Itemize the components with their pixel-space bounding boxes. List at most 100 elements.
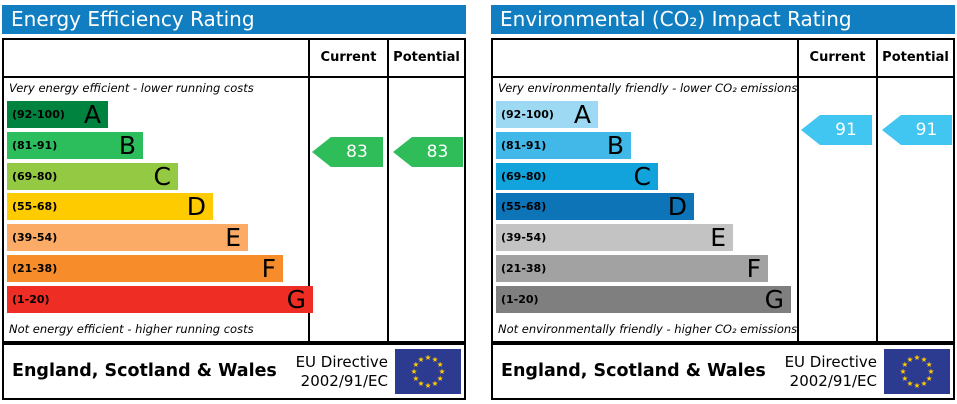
band-c: (69-80) C	[7, 163, 178, 190]
eu-star-icon: ★	[418, 379, 425, 388]
current-rating-value: 91	[820, 115, 872, 145]
eu-star-icon: ★	[437, 374, 444, 383]
eu-star-icon: ★	[926, 360, 933, 369]
eu-star-icon: ★	[907, 355, 914, 364]
band-range-label: (92-100)	[501, 108, 554, 121]
panel-title: Energy Efficiency Rating	[2, 5, 466, 34]
eu-flag-icon: ★ ★★★★★★★★★★★	[395, 349, 461, 394]
column-divider	[308, 40, 310, 341]
eu-flag-icon: ★ ★★★★★★★★★★★	[884, 349, 950, 394]
column-divider	[876, 40, 878, 341]
eu-directive-line1: EU Directive	[784, 352, 877, 371]
band-range-label: (81-91)	[501, 139, 547, 152]
potential-column-header: Potential	[882, 50, 949, 65]
band-letter: A	[573, 100, 591, 129]
eu-directive-line1: EU Directive	[295, 352, 388, 371]
band-letter: F	[261, 254, 276, 283]
band-letter: G	[286, 285, 306, 314]
energy-efficiency-panel: Energy Efficiency Rating Current Potenti…	[2, 5, 466, 400]
arrow-left-point-icon	[312, 137, 331, 167]
band-range-label: (39-54)	[501, 231, 547, 244]
band-range-label: (69-80)	[501, 170, 547, 183]
eu-directive-line2: 2002/91/EC	[789, 371, 877, 390]
band-letter: C	[633, 162, 651, 191]
column-divider	[797, 40, 799, 341]
band-letter: A	[83, 100, 101, 129]
band-range-label: (39-54)	[12, 231, 58, 244]
eu-star-icon: ★	[425, 381, 432, 390]
eu-star-icon: ★	[437, 360, 444, 369]
eu-star-icon: ★	[411, 367, 418, 376]
top-caption: Very energy efficient - lower running co…	[9, 81, 254, 95]
band-range-label: (55-68)	[12, 200, 58, 213]
band-letter: D	[186, 192, 206, 221]
band-range-label: (21-38)	[12, 262, 58, 275]
eu-star-icon: ★	[928, 367, 935, 376]
column-divider	[387, 40, 389, 341]
band-range-label: (1-20)	[501, 293, 539, 306]
potential-rating-value: 83	[412, 137, 463, 167]
band-f: (21-38) F	[496, 255, 768, 282]
band-range-label: (69-80)	[12, 170, 58, 183]
eu-star-icon: ★	[418, 355, 425, 364]
potential-rating-arrow: 83	[393, 137, 463, 167]
band-b: (81-91) B	[496, 132, 631, 159]
arrow-left-point-icon	[801, 115, 820, 145]
eu-star-icon: ★	[432, 355, 439, 364]
band-letter: C	[153, 162, 171, 191]
table-header-divider	[4, 76, 464, 78]
eu-star-icon: ★	[900, 367, 907, 376]
eu-star-icon: ★	[413, 360, 420, 369]
band-a: (92-100) A	[496, 101, 598, 128]
band-letter: E	[225, 223, 241, 252]
eu-star-icon: ★	[907, 379, 914, 388]
region-label: England, Scotland & Wales	[501, 361, 766, 381]
band-e: (39-54) E	[496, 224, 733, 251]
eu-star-icon: ★	[439, 367, 446, 376]
band-a: (92-100) A	[7, 101, 108, 128]
panel-footer: England, Scotland & Wales EU Directive 2…	[2, 343, 466, 400]
band-c: (69-80) C	[496, 163, 658, 190]
rating-table: Current Potential Very energy efficient …	[2, 38, 466, 343]
panel-footer: England, Scotland & Wales EU Directive 2…	[491, 343, 955, 400]
band-g: (1-20) G	[496, 286, 791, 313]
band-range-label: (1-20)	[12, 293, 50, 306]
band-b: (81-91) B	[7, 132, 143, 159]
bottom-caption: Not environmentally friendly - higher CO…	[498, 322, 798, 336]
band-range-label: (92-100)	[12, 108, 65, 121]
eu-directive-label: EU Directive 2002/91/EC	[785, 353, 877, 391]
eu-star-icon: ★	[425, 353, 432, 362]
eu-star-icon: ★	[413, 374, 420, 383]
potential-column-header: Potential	[393, 50, 460, 65]
current-rating-value: 83	[331, 137, 383, 167]
band-letter: E	[710, 223, 726, 252]
eu-star-icon: ★	[914, 381, 921, 390]
band-d: (55-68) D	[7, 193, 213, 220]
band-letter: F	[746, 254, 761, 283]
current-rating-arrow: 91	[801, 115, 872, 145]
band-g: (1-20) G	[7, 286, 313, 313]
region-label: England, Scotland & Wales	[12, 361, 277, 381]
potential-rating-arrow: 91	[882, 115, 952, 145]
bottom-caption: Not energy efficient - higher running co…	[9, 322, 254, 336]
current-rating-arrow: 83	[312, 137, 383, 167]
eu-star-icon: ★	[432, 379, 439, 388]
eu-star-icon: ★	[902, 374, 909, 383]
rating-table: Current Potential Very environmentally f…	[491, 38, 955, 343]
eu-directive-label: EU Directive 2002/91/EC	[296, 353, 388, 391]
co2-impact-panel: Environmental (CO₂) Impact Rating Curren…	[491, 5, 955, 400]
current-column-header: Current	[809, 50, 866, 65]
band-letter: D	[667, 192, 687, 221]
eu-star-icon: ★	[921, 355, 928, 364]
arrow-left-point-icon	[882, 115, 901, 145]
eu-star-icon: ★	[921, 379, 928, 388]
potential-rating-value: 91	[901, 115, 952, 145]
table-header-divider	[493, 76, 953, 78]
panel-title: Environmental (CO₂) Impact Rating	[491, 5, 955, 34]
band-range-label: (21-38)	[501, 262, 547, 275]
eu-star-icon: ★	[926, 374, 933, 383]
band-letter: B	[118, 131, 136, 160]
arrow-left-point-icon	[393, 137, 412, 167]
band-d: (55-68) D	[496, 193, 694, 220]
